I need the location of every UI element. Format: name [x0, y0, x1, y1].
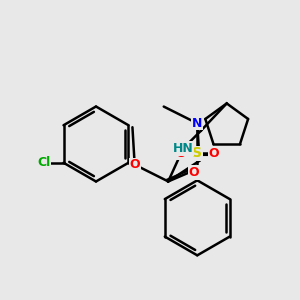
Text: O: O: [188, 166, 199, 179]
Text: HN: HN: [173, 142, 194, 155]
Text: O: O: [129, 158, 140, 171]
Text: O: O: [208, 147, 219, 160]
Text: N: N: [192, 117, 202, 130]
Text: Cl: Cl: [38, 156, 51, 169]
Text: O: O: [176, 147, 186, 160]
Text: S: S: [192, 146, 202, 160]
